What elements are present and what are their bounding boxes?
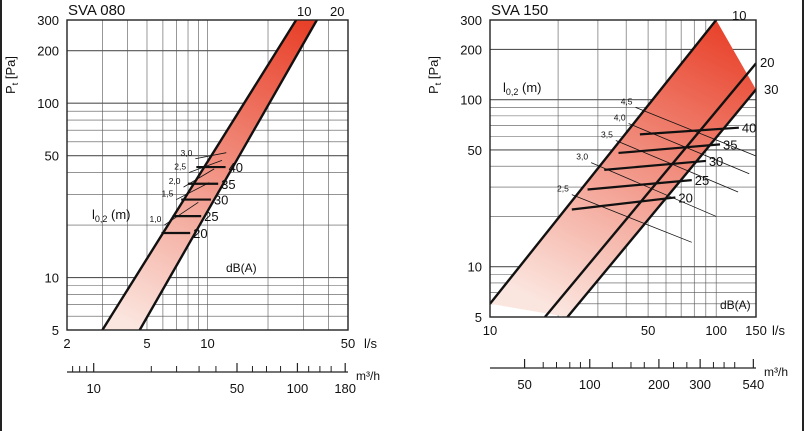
image-right-border xyxy=(802,0,804,431)
dba-line-label: 35 xyxy=(723,137,737,152)
y-tick-label: 100 xyxy=(460,93,482,108)
throw-annotation-sub: 0,2 xyxy=(95,214,108,224)
secondary-axis-tick-label: 100 xyxy=(579,377,601,392)
dba-annotation: dB(A) xyxy=(226,261,257,275)
x-tick-label: 2 xyxy=(63,336,70,351)
y-tick-label: 100 xyxy=(37,96,59,111)
secondary-axis-label: m³/h xyxy=(356,369,380,383)
band-boundary-label: 30 xyxy=(764,82,778,97)
y-tick-label: 300 xyxy=(460,13,482,28)
throw-annotation-main: l xyxy=(92,207,95,222)
dba-annotation: dB(A) xyxy=(720,298,751,312)
dba-line xyxy=(604,159,706,171)
x-axis-label: l/s xyxy=(364,336,378,351)
dba-line xyxy=(571,196,676,211)
throw-line-label: 1,0 xyxy=(150,214,162,224)
y-axis-label-main: P xyxy=(426,85,441,94)
plot-frame xyxy=(66,19,349,331)
throw-annotation: l0,2 (m) xyxy=(92,207,131,224)
chart-title: SVA 150 xyxy=(491,2,548,19)
throw-line-label: 3,0 xyxy=(181,148,193,158)
y-tick-label: 50 xyxy=(45,149,59,164)
throw-line-label: 2,5 xyxy=(557,184,569,194)
throw-line xyxy=(571,194,692,243)
throw-line-label: 4,0 xyxy=(614,113,626,123)
y-axis-label-sub: t xyxy=(433,82,443,85)
band-boundary-label: 20 xyxy=(330,4,344,19)
y-tick-label: 200 xyxy=(460,42,482,57)
y-tick-label: 50 xyxy=(468,143,482,158)
dba-line xyxy=(587,179,692,191)
secondary-axis-tick-label: 10 xyxy=(86,381,100,396)
band-boundary-line xyxy=(566,88,756,317)
throw-line xyxy=(615,140,739,193)
dba-line-label: 40 xyxy=(229,160,243,175)
image-left-border xyxy=(0,0,2,431)
secondary-axis-tick-label: 180 xyxy=(334,381,356,396)
y-tick-label: 10 xyxy=(468,260,482,275)
throw-band xyxy=(102,20,317,330)
y-tick-label: 300 xyxy=(37,13,59,28)
throw-annotation-sub: 0,2 xyxy=(506,87,519,97)
dba-line-label: 30 xyxy=(709,154,723,169)
secondary-axis-label: m³/h xyxy=(764,365,788,379)
band-boundary-line xyxy=(138,20,318,330)
band-boundary-line xyxy=(490,20,718,305)
x-tick-label: 100 xyxy=(705,323,727,338)
band-boundary-label: 10 xyxy=(732,8,746,23)
x-tick-label: 50 xyxy=(641,323,655,338)
plot-frame xyxy=(489,19,757,318)
throw-line xyxy=(628,123,750,175)
x-tick-label: 50 xyxy=(341,336,355,351)
secondary-axis-tick-label: 100 xyxy=(287,381,309,396)
throw-line-label: 1,5 xyxy=(162,189,174,199)
x-tick-label: 5 xyxy=(143,336,150,351)
chart-title: SVA 080 xyxy=(68,2,125,19)
throw-annotation-unit: (m) xyxy=(518,80,541,95)
y-tick-label: 5 xyxy=(52,323,59,338)
x-tick-label: 150 xyxy=(745,323,767,338)
dba-line-label: 30 xyxy=(214,193,228,208)
secondary-axis-tick-label: 300 xyxy=(689,377,711,392)
y-tick-label: 200 xyxy=(37,44,59,59)
y-axis-label: Pt [Pa] xyxy=(426,56,443,94)
band-boundary-line xyxy=(544,62,756,317)
secondary-axis-tick-label: 200 xyxy=(648,377,670,392)
throw-line-label: 3,5 xyxy=(601,129,613,139)
y-axis-label: Pt [Pa] xyxy=(3,56,20,94)
throw-line-label: 4,5 xyxy=(621,96,633,106)
dba-line xyxy=(618,143,721,155)
dba-line-label: 40 xyxy=(742,121,756,136)
throw-line xyxy=(590,162,717,217)
dba-line-label: 25 xyxy=(695,173,709,188)
y-tick-label: 10 xyxy=(45,271,59,286)
y-axis-label-main: P xyxy=(3,85,18,94)
throw-line-label: 2,5 xyxy=(174,162,186,172)
y-axis-label-unit: [Pa] xyxy=(426,56,441,83)
x-tick-label: 10 xyxy=(483,323,497,338)
y-axis-label-unit: [Pa] xyxy=(3,56,18,83)
y-axis-label-sub: t xyxy=(10,82,20,85)
dba-line-label: 20 xyxy=(678,190,692,205)
throw-annotation: l0,2 (m) xyxy=(503,80,542,97)
x-tick-label: 10 xyxy=(200,336,214,351)
band-boundary-line xyxy=(101,20,298,330)
secondary-axis-tick-label: 50 xyxy=(230,381,244,396)
band-boundary-label: 20 xyxy=(760,55,774,70)
secondary-axis-tick-label: 540 xyxy=(742,377,764,392)
x-axis-label: l/s xyxy=(772,323,786,338)
throw-annotation-main: l xyxy=(503,80,506,95)
throw-line-label: 2,0 xyxy=(169,176,181,186)
throw-line-label: 3,0 xyxy=(576,152,588,162)
throw-annotation-unit: (m) xyxy=(107,207,130,222)
grid xyxy=(67,20,348,330)
band-boundary-label: 10 xyxy=(297,4,311,19)
y-tick-label: 5 xyxy=(475,310,482,325)
throw-line xyxy=(176,182,210,200)
secondary-axis-tick-label: 50 xyxy=(517,377,531,392)
